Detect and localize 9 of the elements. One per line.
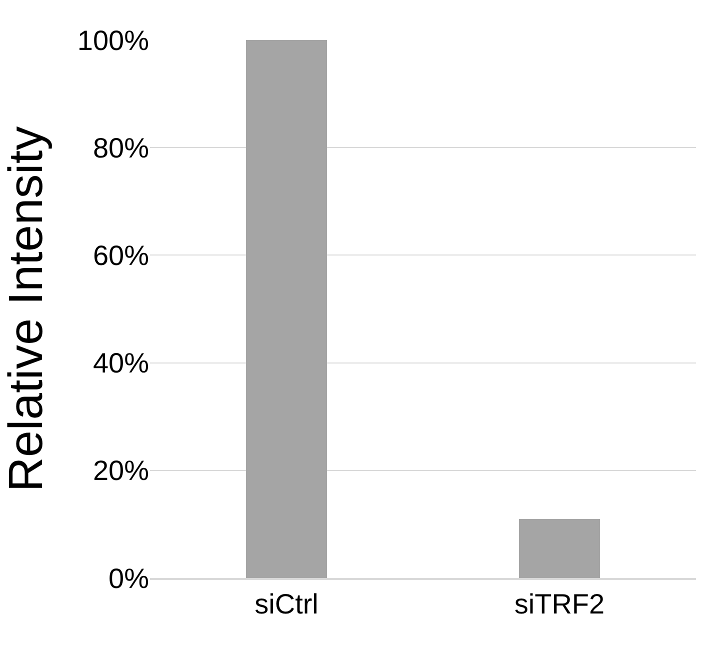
- x-tick-label: siCtrl: [254, 588, 318, 620]
- y-tick-label: 80%: [92, 132, 149, 164]
- y-tick-label: 40%: [92, 348, 149, 379]
- y-tick-label: 20%: [92, 455, 149, 486]
- x-tick-label: siTRF2: [514, 588, 605, 620]
- y-tick-label: 60%: [92, 240, 149, 271]
- y-tick-label: 0%: [108, 562, 149, 594]
- y-axis-title: Relative Intensity: [0, 126, 53, 492]
- y-tick-label: 100%: [77, 24, 149, 56]
